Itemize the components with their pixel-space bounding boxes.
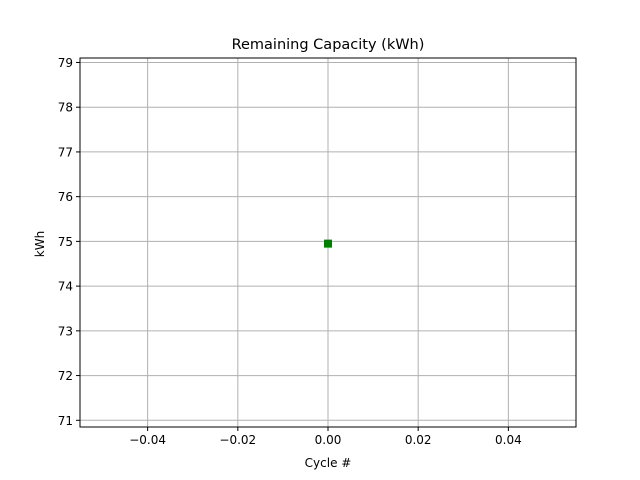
chart-title: Remaining Capacity (kWh)	[232, 37, 425, 53]
y-tick-label: 72	[58, 369, 73, 383]
x-tick-label: 0.00	[315, 433, 342, 447]
y-tick-label: 75	[58, 235, 73, 249]
x-tick-label: −0.02	[219, 433, 256, 447]
y-tick-label: 76	[58, 190, 73, 204]
y-tick-label: 78	[58, 101, 73, 115]
y-tick-label: 79	[58, 56, 73, 70]
y-tick-label: 73	[58, 324, 73, 338]
data-point-square	[324, 239, 332, 248]
plot-frame	[79, 57, 577, 428]
axis-ticks: −0.04 −0.02 0.00 0.02 0.04 71 72 73 74 75 76 77 78 79	[58, 56, 522, 447]
y-tick-label: 74	[58, 280, 73, 294]
x-tick-label: 0.04	[495, 433, 522, 447]
x-axis-label: Cycle #	[305, 456, 352, 470]
x-tick-label: −0.04	[129, 433, 166, 447]
grid-lines	[80, 58, 576, 427]
data-points	[324, 239, 332, 248]
x-tick-label: 0.02	[405, 433, 432, 447]
y-axis-label: kWh	[33, 231, 47, 257]
y-tick-label: 77	[58, 145, 73, 159]
y-tick-label: 71	[58, 414, 73, 428]
